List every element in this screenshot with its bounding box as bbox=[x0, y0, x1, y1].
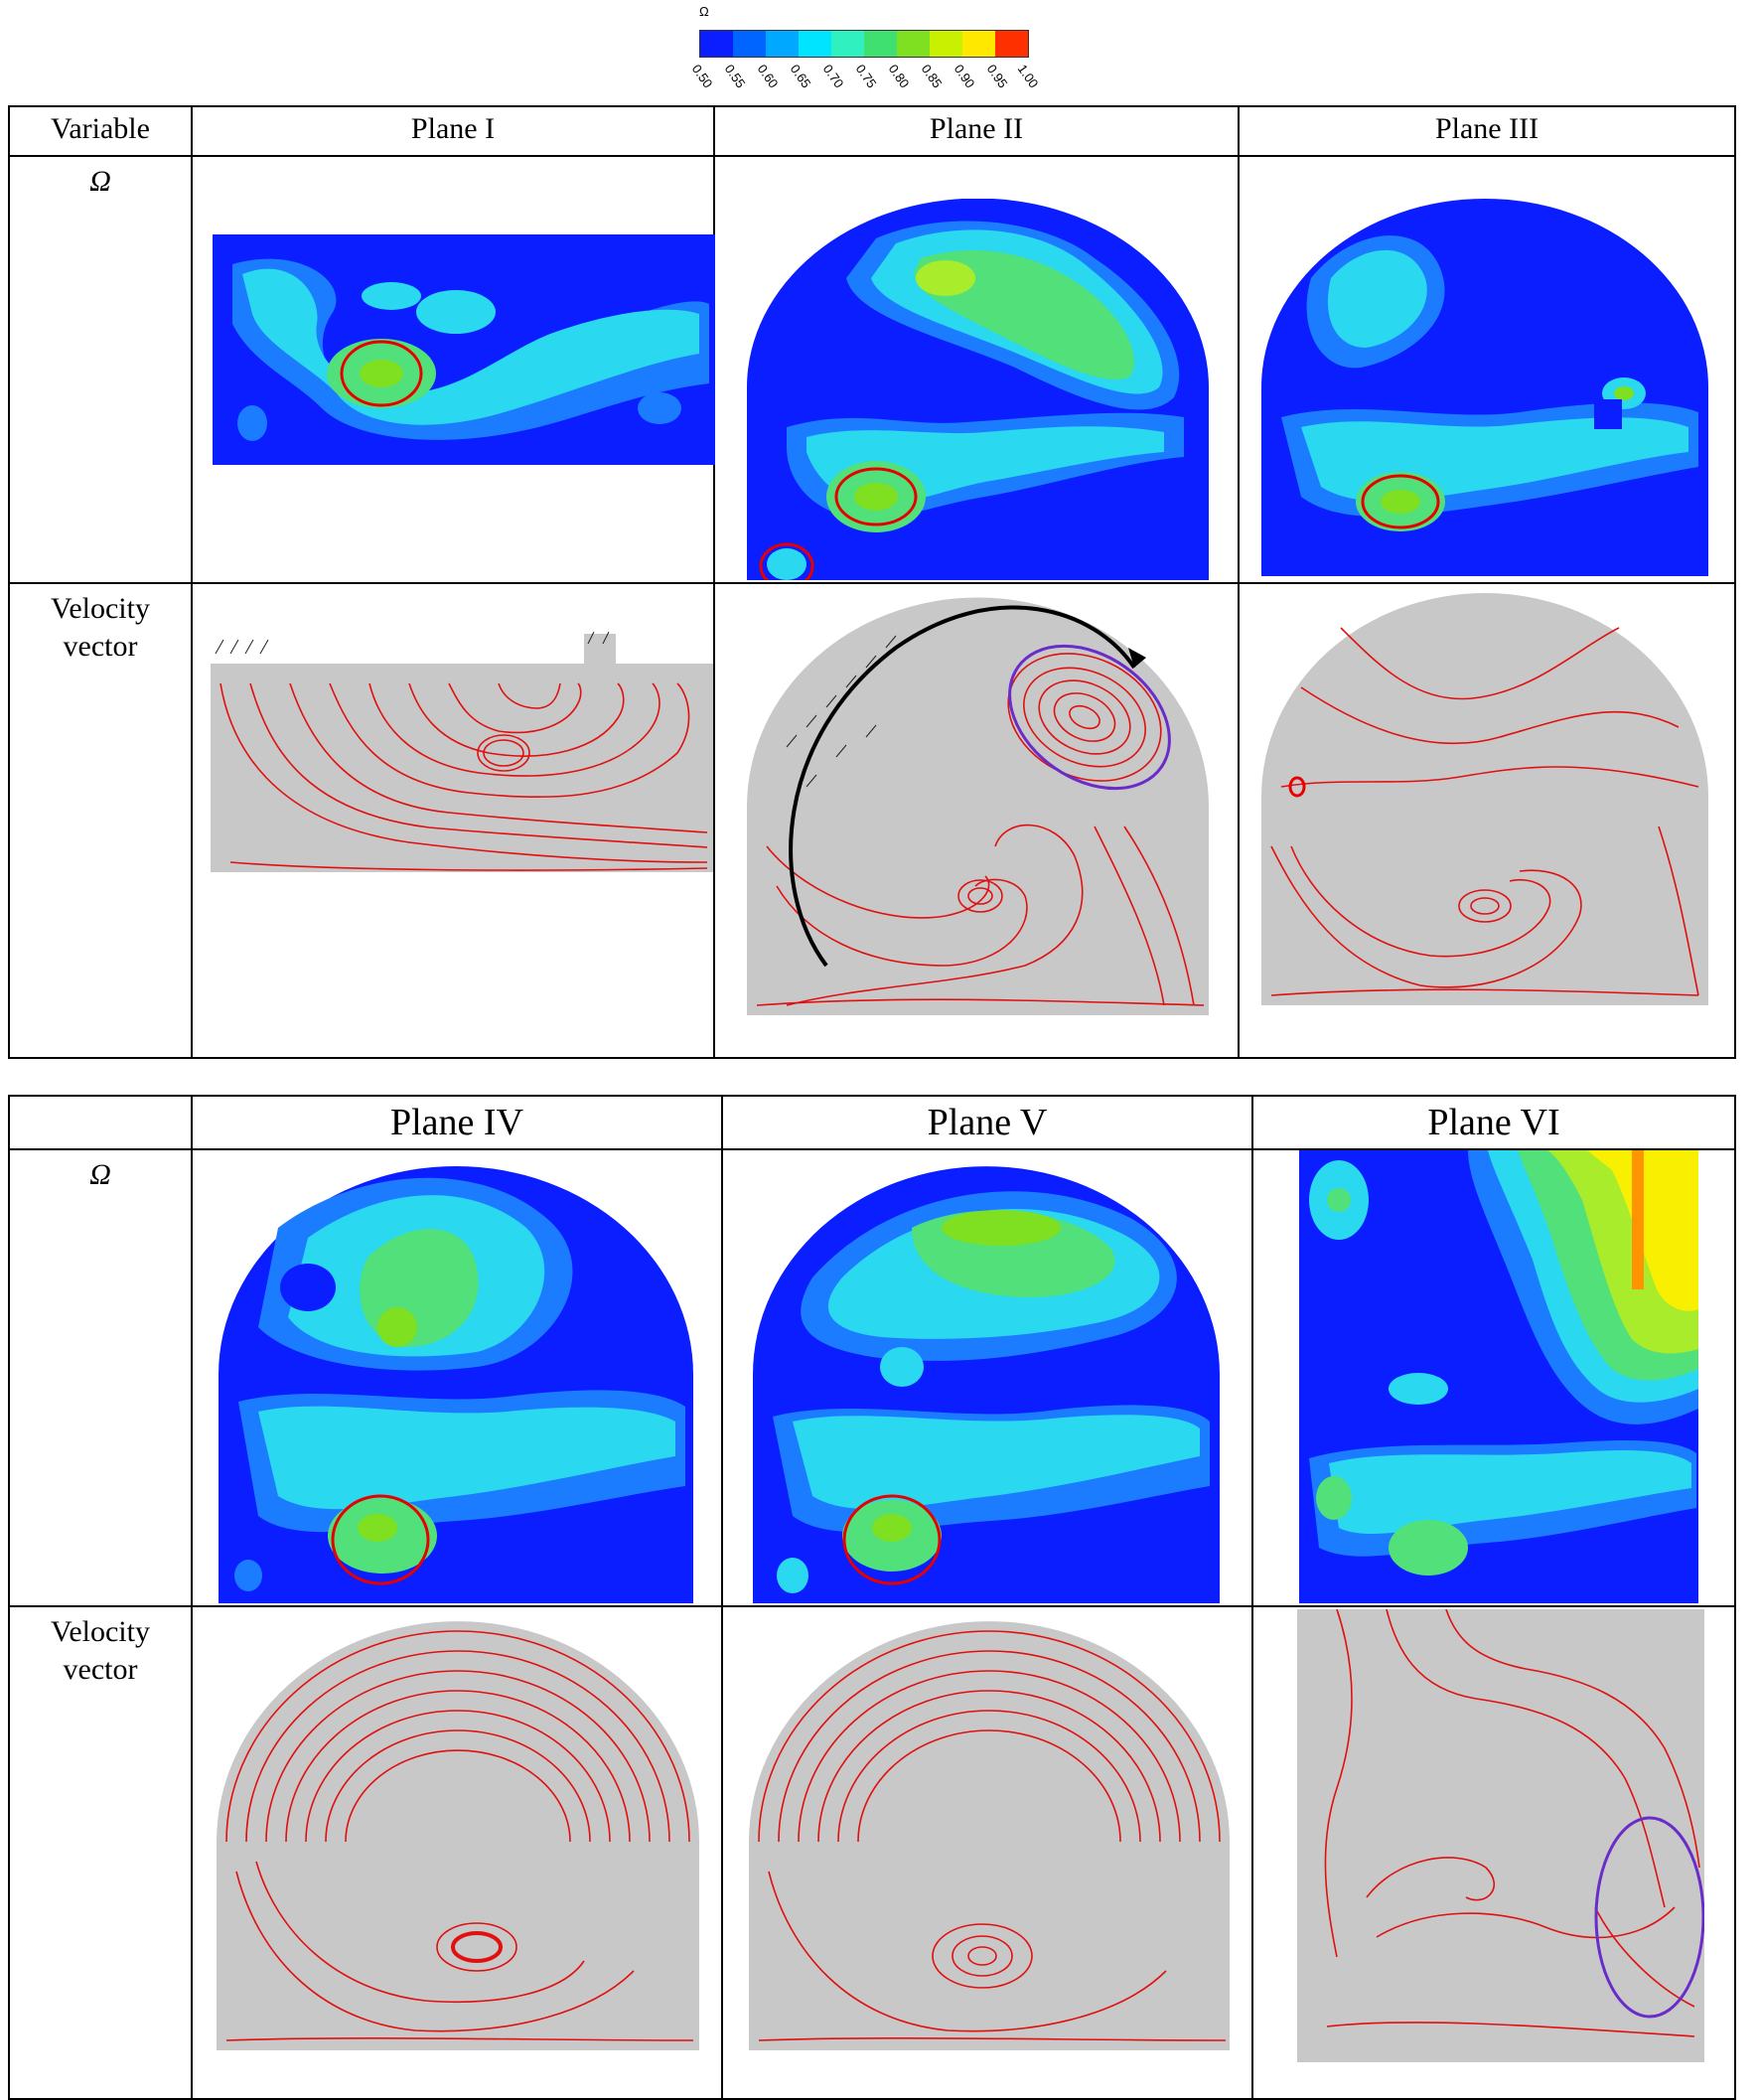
colorbar-tick: 0.55 bbox=[721, 62, 749, 91]
omega-contour-plane-i bbox=[213, 234, 715, 465]
velocity-plane-iii bbox=[1238, 582, 1736, 1059]
omega-plane-v bbox=[721, 1148, 1253, 1607]
header-empty bbox=[8, 1095, 193, 1150]
omega-contour-plane-iii bbox=[1261, 199, 1708, 576]
colorbar-segment bbox=[733, 31, 766, 57]
colorbar-segment bbox=[995, 31, 1028, 57]
omega-plane-vi bbox=[1251, 1148, 1736, 1607]
header-variable: Variable bbox=[8, 105, 193, 157]
velocity-vectors-plane-i bbox=[211, 631, 713, 872]
omega-plane-iii bbox=[1238, 155, 1736, 584]
header-plane-ii: Plane II bbox=[713, 105, 1240, 157]
colorbar-segment bbox=[930, 31, 962, 57]
colorbar-segment bbox=[799, 31, 831, 57]
colorbar: Ω 0.50 0.55 0.60 0.65 0.70 0.75 0.80 0.8… bbox=[689, 0, 1053, 99]
results-table-bottom: Plane IV Plane V Plane VI Ω bbox=[8, 1095, 1736, 2100]
colorbar-tick: 0.85 bbox=[918, 62, 946, 91]
velocity-vectors-plane-ii bbox=[747, 597, 1209, 1015]
colorbar-gradient bbox=[699, 30, 1029, 58]
row-label-line: vector bbox=[63, 1653, 138, 1686]
omega-plane-iv bbox=[191, 1148, 723, 1607]
omega-contour-plane-vi bbox=[1299, 1150, 1698, 1603]
header-plane-v: Plane V bbox=[721, 1095, 1253, 1150]
velocity-vectors-plane-iii bbox=[1261, 593, 1708, 1005]
header-plane-i: Plane I bbox=[191, 105, 715, 157]
row-label-velocity-vector: Velocity vector bbox=[8, 582, 193, 1059]
colorbar-tick: 0.90 bbox=[951, 62, 978, 91]
velocity-vectors-plane-iv bbox=[217, 1621, 699, 2050]
velocity-plane-v bbox=[721, 1605, 1253, 2100]
colorbar-segment bbox=[831, 31, 864, 57]
colorbar-segment bbox=[897, 31, 930, 57]
velocity-plane-iv bbox=[191, 1605, 723, 2100]
header-plane-vi: Plane VI bbox=[1251, 1095, 1736, 1150]
row-label-line: vector bbox=[63, 630, 138, 663]
colorbar-segment bbox=[700, 31, 733, 57]
colorbar-tick: 0.70 bbox=[819, 62, 847, 91]
row-label-velocity-vector: Velocity vector bbox=[8, 1605, 193, 2100]
row-label-omega: Ω bbox=[8, 1148, 193, 1607]
velocity-plane-ii bbox=[713, 582, 1240, 1059]
omega-plane-ii bbox=[713, 155, 1240, 584]
omega-plane-i bbox=[191, 155, 715, 584]
velocity-plane-vi bbox=[1251, 1605, 1736, 2100]
colorbar-tick: 0.75 bbox=[852, 62, 880, 91]
row-label-line: Velocity bbox=[51, 1615, 150, 1648]
row-label-omega: Ω bbox=[8, 155, 193, 584]
header-plane-iii: Plane III bbox=[1238, 105, 1736, 157]
velocity-plane-i bbox=[191, 582, 715, 1059]
colorbar-tick: 0.50 bbox=[688, 62, 716, 91]
omega-contour-plane-iv bbox=[219, 1166, 693, 1603]
header-plane-iv: Plane IV bbox=[191, 1095, 723, 1150]
results-table-top: Variable Plane I Plane II Plane III Ω bbox=[8, 105, 1736, 1059]
omega-contour-plane-ii bbox=[747, 199, 1209, 580]
colorbar-tick: 0.95 bbox=[983, 62, 1011, 91]
colorbar-title: Ω bbox=[699, 4, 709, 19]
colorbar-segment bbox=[766, 31, 799, 57]
velocity-vectors-plane-v bbox=[749, 1621, 1230, 2050]
colorbar-segment bbox=[864, 31, 897, 57]
colorbar-tick: 0.65 bbox=[787, 62, 814, 91]
row-label-line: Velocity bbox=[51, 592, 150, 625]
omega-contour-plane-v bbox=[753, 1166, 1220, 1603]
colorbar-tick: 0.80 bbox=[885, 62, 913, 91]
velocity-vectors-plane-vi bbox=[1297, 1609, 1704, 2062]
colorbar-tick: 0.60 bbox=[754, 62, 782, 91]
colorbar-tick: 1.00 bbox=[1014, 62, 1042, 91]
colorbar-segment bbox=[962, 31, 995, 57]
